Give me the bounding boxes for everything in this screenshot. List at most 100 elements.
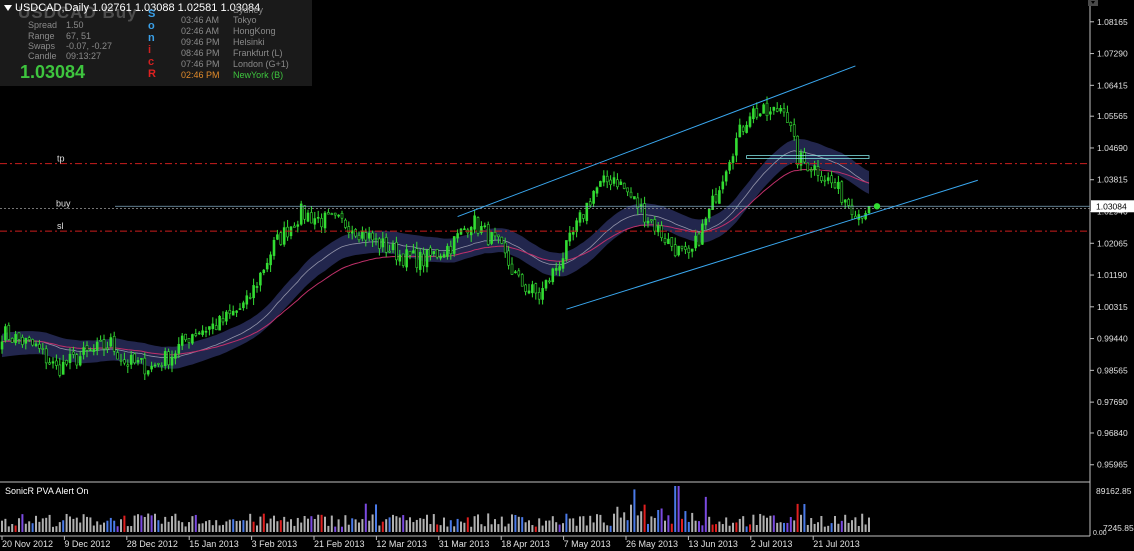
- volume-bar: [426, 514, 428, 532]
- dropdown-triangle-icon[interactable]: [4, 5, 12, 12]
- volume-bar: [633, 489, 636, 532]
- candle-body: [531, 284, 534, 294]
- volume-bar: [262, 513, 265, 532]
- candle-body: [136, 360, 140, 363]
- indicator-label: SonicR PVA Alert On: [5, 486, 89, 496]
- candle-body: [500, 236, 504, 244]
- candle-body: [561, 258, 565, 269]
- volume-bar: [460, 521, 462, 532]
- volume-bar: [718, 521, 721, 532]
- candle-body: [44, 348, 48, 364]
- volume-bar: [857, 526, 860, 532]
- volume-bar: [28, 521, 31, 532]
- volume-bar: [728, 525, 731, 532]
- candle-body: [265, 262, 269, 270]
- volume-bar: [364, 503, 367, 532]
- volume-bar: [534, 526, 537, 532]
- volume-bar: [762, 515, 765, 532]
- candle-body: [816, 166, 820, 176]
- session-time-london: 07:46 PM: [181, 59, 220, 69]
- candle-body: [51, 361, 55, 364]
- candle-body: [527, 290, 531, 294]
- candle-body: [680, 245, 684, 249]
- sonic-letter-c: c: [148, 56, 155, 68]
- candle-body: [357, 235, 361, 241]
- volume-bar: [385, 519, 388, 532]
- candle-body: [245, 295, 249, 305]
- candle-body: [146, 370, 150, 375]
- candle-body: [408, 250, 412, 256]
- candle-body: [133, 353, 136, 364]
- candle-body: [490, 232, 493, 244]
- candle-body: [364, 232, 368, 241]
- candle-body: [187, 338, 191, 343]
- candle-body: [163, 351, 167, 366]
- candle-body: [718, 190, 721, 204]
- candle-body: [170, 356, 174, 366]
- volume-bar: [256, 525, 258, 532]
- candle-body: [333, 212, 337, 216]
- candle-body: [221, 318, 225, 323]
- volume-bar: [177, 520, 180, 532]
- candle-body: [367, 232, 371, 239]
- candle-body: [72, 351, 75, 355]
- volume-bar: [623, 512, 626, 532]
- volume-bar: [827, 525, 830, 532]
- buy-label: buy: [56, 199, 71, 209]
- candle-body: [405, 249, 408, 268]
- candle-body: [578, 212, 582, 223]
- tp-label: tp: [57, 154, 65, 164]
- volume-bar: [528, 520, 530, 532]
- volume-bar: [140, 515, 143, 532]
- volume-bar: [864, 524, 867, 532]
- volume-bar: [439, 525, 442, 532]
- candle-body: [711, 195, 714, 210]
- y-tick-label: 1.08165: [1097, 17, 1128, 27]
- volume-bar: [222, 524, 224, 532]
- candle-body: [99, 340, 102, 342]
- chart-close-button[interactable]: [1088, 0, 1098, 6]
- volume-bar: [667, 515, 670, 532]
- y-tick-label: 1.01190: [1097, 270, 1127, 280]
- volume-bar: [317, 514, 320, 532]
- candle-body: [299, 203, 303, 225]
- candle-body: [779, 107, 782, 112]
- volume-bar: [820, 515, 823, 532]
- candle-body: [595, 187, 599, 194]
- candle-body: [34, 343, 38, 347]
- session-time-frankfurt: 08:46 PM: [181, 48, 220, 58]
- volume-bar: [674, 486, 677, 532]
- volume-bar: [293, 525, 296, 532]
- volume-bar: [279, 520, 282, 532]
- volume-bar: [694, 520, 697, 532]
- candle-body: [174, 353, 177, 359]
- volume-bar: [31, 523, 34, 532]
- volume-bar: [276, 521, 279, 532]
- volume-bar: [303, 516, 306, 532]
- candle-body: [68, 353, 72, 364]
- candle-body: [78, 356, 82, 366]
- candle-body: [418, 251, 422, 270]
- candle-body: [354, 229, 357, 237]
- candle-body: [425, 249, 429, 268]
- volume-bar: [725, 517, 728, 532]
- session-city-sydney: Sydney: [233, 5, 264, 15]
- candle-body: [850, 204, 854, 215]
- candle-body: [571, 232, 575, 235]
- candle-body: [820, 176, 823, 181]
- candle-body: [480, 226, 483, 234]
- volume-bar: [772, 515, 775, 532]
- volume-bar: [130, 526, 133, 532]
- candle-body: [592, 190, 595, 204]
- candle-body: [741, 126, 745, 132]
- volume-bar: [538, 518, 541, 532]
- candle-body: [483, 225, 487, 228]
- candle-body: [653, 219, 657, 232]
- session-time-helsinki: 09:46 PM: [181, 37, 220, 47]
- volume-bar: [324, 516, 326, 532]
- candle-body: [612, 177, 616, 184]
- volume-bar: [259, 516, 262, 532]
- volume-bar: [650, 516, 653, 532]
- chart-title[interactable]: USDCAD,Daily 1.02761 1.03088 1.02581 1.0…: [4, 2, 260, 14]
